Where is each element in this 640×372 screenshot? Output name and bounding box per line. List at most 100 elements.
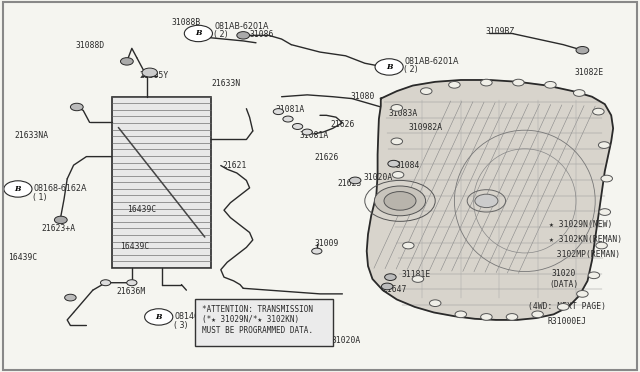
Text: 31083A: 31083A bbox=[388, 109, 418, 118]
Circle shape bbox=[598, 142, 610, 148]
Text: (DATA): (DATA) bbox=[549, 280, 579, 289]
Circle shape bbox=[273, 109, 284, 115]
Text: 31086: 31086 bbox=[250, 31, 274, 39]
Text: 21305Y: 21305Y bbox=[140, 71, 169, 80]
Circle shape bbox=[375, 59, 403, 75]
Text: ( 2): ( 2) bbox=[214, 30, 228, 39]
Circle shape bbox=[429, 300, 441, 307]
Circle shape bbox=[481, 79, 492, 86]
Text: 3102MP(REMAN): 3102MP(REMAN) bbox=[547, 250, 620, 259]
Text: (4WD: NEXT PAGE): (4WD: NEXT PAGE) bbox=[528, 302, 606, 311]
Circle shape bbox=[70, 103, 83, 111]
Text: 21626: 21626 bbox=[331, 120, 355, 129]
Text: 31181E: 31181E bbox=[401, 270, 431, 279]
Circle shape bbox=[302, 129, 312, 135]
Text: 21647: 21647 bbox=[383, 285, 407, 294]
Circle shape bbox=[573, 90, 585, 96]
Text: 31081A: 31081A bbox=[300, 131, 329, 140]
Circle shape bbox=[385, 274, 396, 280]
Circle shape bbox=[403, 242, 414, 249]
Circle shape bbox=[392, 171, 404, 178]
Circle shape bbox=[142, 68, 157, 77]
Text: (*★ 31029N/*★ 3102KN): (*★ 31029N/*★ 3102KN) bbox=[202, 315, 299, 324]
Text: 31088B: 31088B bbox=[172, 18, 201, 27]
Circle shape bbox=[596, 242, 607, 249]
Circle shape bbox=[420, 88, 432, 94]
Text: ★ 3102KN(REMAN): ★ 3102KN(REMAN) bbox=[549, 235, 622, 244]
Text: B: B bbox=[195, 29, 202, 38]
FancyBboxPatch shape bbox=[195, 299, 333, 346]
Circle shape bbox=[237, 32, 250, 39]
Circle shape bbox=[588, 272, 600, 279]
Circle shape bbox=[4, 181, 32, 197]
Text: 31020A: 31020A bbox=[332, 336, 361, 344]
Circle shape bbox=[532, 311, 543, 318]
Text: 16439C: 16439C bbox=[8, 253, 37, 262]
Text: 081AB-6201A: 081AB-6201A bbox=[404, 57, 459, 66]
Bar bbox=[112, 97, 211, 268]
Text: 31080: 31080 bbox=[350, 92, 374, 101]
Circle shape bbox=[506, 314, 518, 320]
Text: 081AB-6201A: 081AB-6201A bbox=[214, 22, 269, 31]
Text: 31020: 31020 bbox=[552, 269, 576, 278]
Text: 31082E: 31082E bbox=[575, 68, 604, 77]
Text: 31081A: 31081A bbox=[275, 105, 305, 114]
Text: 21621: 21621 bbox=[223, 161, 247, 170]
Circle shape bbox=[374, 186, 426, 216]
Text: 31084: 31084 bbox=[396, 161, 420, 170]
Text: 21636M: 21636M bbox=[116, 287, 146, 296]
Text: *ATTENTION: TRANSMISSION: *ATTENTION: TRANSMISSION bbox=[202, 305, 312, 314]
Polygon shape bbox=[367, 80, 613, 320]
Text: 16439C: 16439C bbox=[120, 242, 150, 251]
Circle shape bbox=[545, 81, 556, 88]
Circle shape bbox=[381, 283, 393, 290]
Text: 31009: 31009 bbox=[315, 239, 339, 248]
Circle shape bbox=[557, 304, 569, 310]
Text: 08146-6122G: 08146-6122G bbox=[174, 312, 228, 321]
Text: 08168-6162A: 08168-6162A bbox=[33, 185, 87, 193]
Circle shape bbox=[455, 311, 467, 318]
Circle shape bbox=[449, 81, 460, 88]
Text: ( 3): ( 3) bbox=[174, 321, 188, 330]
Circle shape bbox=[127, 280, 137, 286]
Text: R31000EJ: R31000EJ bbox=[547, 317, 586, 326]
Circle shape bbox=[120, 58, 133, 65]
Text: MUST BE PROGRAMMED DATA.: MUST BE PROGRAMMED DATA. bbox=[202, 326, 312, 335]
Text: 16439C: 16439C bbox=[127, 205, 156, 214]
Text: 21623+A: 21623+A bbox=[41, 224, 75, 232]
Circle shape bbox=[599, 209, 611, 215]
Circle shape bbox=[384, 192, 416, 210]
Circle shape bbox=[576, 46, 589, 54]
Text: 21626: 21626 bbox=[315, 153, 339, 162]
Circle shape bbox=[65, 294, 76, 301]
Text: ( 2): ( 2) bbox=[404, 65, 418, 74]
Text: 21633N: 21633N bbox=[211, 79, 241, 88]
Circle shape bbox=[184, 25, 212, 42]
Circle shape bbox=[192, 33, 202, 39]
Text: 31020A: 31020A bbox=[364, 173, 393, 182]
Circle shape bbox=[513, 79, 524, 86]
Circle shape bbox=[577, 291, 588, 297]
Text: 21623: 21623 bbox=[337, 179, 362, 188]
Text: 31088D: 31088D bbox=[76, 41, 105, 50]
Circle shape bbox=[312, 248, 322, 254]
Circle shape bbox=[475, 194, 498, 208]
Circle shape bbox=[145, 309, 173, 325]
Circle shape bbox=[100, 280, 111, 286]
Circle shape bbox=[283, 116, 293, 122]
Circle shape bbox=[412, 276, 424, 282]
Text: B: B bbox=[386, 63, 392, 71]
Text: 3109BZ: 3109BZ bbox=[485, 27, 515, 36]
Circle shape bbox=[292, 124, 303, 129]
Text: B: B bbox=[15, 185, 21, 193]
Circle shape bbox=[349, 177, 361, 184]
Circle shape bbox=[54, 216, 67, 224]
Circle shape bbox=[388, 160, 399, 167]
Circle shape bbox=[593, 108, 604, 115]
Circle shape bbox=[391, 105, 403, 111]
Text: 310982A: 310982A bbox=[408, 124, 442, 132]
Circle shape bbox=[601, 175, 612, 182]
Circle shape bbox=[391, 138, 403, 145]
Circle shape bbox=[481, 314, 492, 320]
Circle shape bbox=[396, 207, 408, 214]
